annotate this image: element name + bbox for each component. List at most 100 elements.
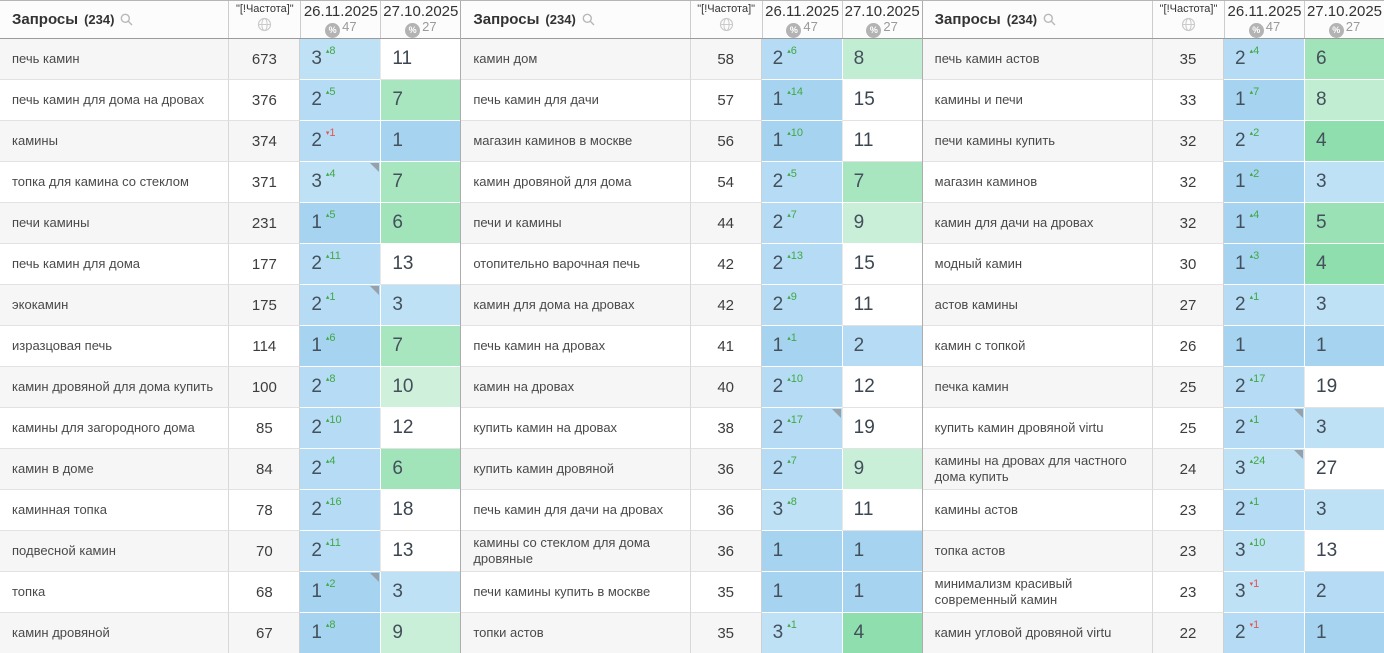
query-cell[interactable]: печь камин для дома [0,244,229,285]
position-cell-current[interactable]: 2 ▴1 [300,285,381,326]
position-cell-current[interactable]: 1 ▴14 [761,80,842,121]
query-cell[interactable]: печь камин для дачи [461,80,690,121]
position-cell-previous[interactable]: 3 [380,572,461,613]
query-cell[interactable]: минимализм красивый современный камин [922,572,1152,613]
position-cell-previous[interactable]: 2 [841,326,922,367]
query-cell[interactable]: камин в доме [0,449,229,490]
query-cell[interactable]: камины для загородного дома [0,408,229,449]
frequency-header[interactable]: "[!Частота]" [228,1,300,38]
position-cell-previous[interactable]: 1 [841,531,922,572]
position-cell-current[interactable]: 2 ▴10 [300,408,381,449]
position-cell-current[interactable]: 1 ▴1 [761,326,842,367]
query-cell[interactable]: каминная топка [0,490,229,531]
position-cell-previous[interactable]: 12 [380,408,461,449]
position-cell-previous[interactable]: 1 [841,572,922,613]
position-cell-current[interactable]: 1 ▴6 [300,326,381,367]
query-cell[interactable]: камины со стеклом для дома дровяные [461,531,690,572]
position-cell-current[interactable]: 3 ▴10 [1224,531,1304,572]
position-cell-previous[interactable]: 4 [841,613,922,653]
frequency-header[interactable]: "[!Частота]" [1152,1,1224,38]
query-cell[interactable]: печи камины купить в москве [461,572,690,613]
position-cell-previous[interactable]: 13 [1304,531,1384,572]
query-cell[interactable]: камин на дровах [461,367,690,408]
position-cell-current[interactable]: 2 ▴17 [1224,367,1304,408]
position-cell-previous[interactable]: 2 [1304,572,1384,613]
position-cell-current[interactable]: 1 [761,531,842,572]
position-cell-current[interactable]: 2 ▴8 [300,367,381,408]
position-cell-previous[interactable]: 15 [841,80,922,121]
position-cell-previous[interactable]: 13 [380,244,461,285]
position-cell-previous[interactable]: 7 [380,326,461,367]
position-cell-current[interactable]: 3 ▴24 [1224,449,1304,490]
position-cell-current[interactable]: 2 ▴13 [761,244,842,285]
position-cell-previous[interactable]: 19 [841,408,922,449]
position-cell-previous[interactable]: 27 [1304,449,1384,490]
query-cell[interactable]: камин дровяной для дома купить [0,367,229,408]
position-cell-previous[interactable]: 18 [380,490,461,531]
queries-header[interactable]: Запросы (234) [923,1,1152,38]
date-header-1[interactable]: 26.11.2025 % 47 [300,1,380,38]
position-cell-current[interactable]: 2 ▴10 [761,367,842,408]
position-cell-current[interactable]: 2 ▴1 [1224,408,1304,449]
position-cell-current[interactable]: 3 ▴8 [300,39,381,80]
query-cell[interactable]: магазин каминов в москве [461,121,690,162]
query-cell[interactable]: топка для камина со стеклом [0,162,229,203]
position-cell-current[interactable]: 1 [761,572,842,613]
search-icon[interactable] [120,13,133,26]
position-cell-previous[interactable]: 6 [380,203,461,244]
query-cell[interactable]: купить камин дровяной [461,449,690,490]
position-cell-previous[interactable]: 3 [1304,285,1384,326]
position-cell-previous[interactable]: 6 [1304,39,1384,80]
position-cell-current[interactable]: 2 ▴5 [761,162,842,203]
position-cell-previous[interactable]: 6 [380,449,461,490]
position-cell-current[interactable]: 1 ▴4 [1224,203,1304,244]
query-cell[interactable]: камины на дровах для частного дома купит… [922,449,1152,490]
position-cell-current[interactable]: 2 ▴16 [300,490,381,531]
position-cell-current[interactable]: 2 ▴2 [1224,121,1304,162]
query-cell[interactable]: печь камин на дровах [461,326,690,367]
query-cell[interactable]: камин для дома на дровах [461,285,690,326]
position-cell-previous[interactable]: 5 [1304,203,1384,244]
position-cell-previous[interactable]: 8 [1304,80,1384,121]
position-cell-current[interactable]: 2 ▴7 [761,203,842,244]
position-cell-previous[interactable]: 9 [841,449,922,490]
date-header-2[interactable]: 27.10.2025 % 27 [841,1,922,38]
query-cell[interactable]: изразцовая печь [0,326,229,367]
position-cell-previous[interactable]: 3 [1304,490,1384,531]
position-cell-current[interactable]: 2 ▴7 [761,449,842,490]
position-cell-previous[interactable]: 4 [1304,244,1384,285]
query-cell[interactable]: камин угловой дровяной virtu [922,613,1152,653]
queries-header[interactable]: Запросы (234) [461,1,689,38]
query-cell[interactable]: печь камин [0,39,229,80]
query-cell[interactable]: камины астов [922,490,1152,531]
query-cell[interactable]: печь камин астов [922,39,1152,80]
position-cell-current[interactable]: 2 ▴17 [761,408,842,449]
query-cell[interactable]: камины и печи [922,80,1152,121]
position-cell-previous[interactable]: 11 [841,121,922,162]
position-cell-current[interactable]: 2 ▴9 [761,285,842,326]
query-cell[interactable]: астов камины [922,285,1152,326]
query-cell[interactable]: печь камин для дома на дровах [0,80,229,121]
position-cell-current[interactable]: 1 ▴5 [300,203,381,244]
date-header-1[interactable]: 26.11.2025 % 47 [761,1,842,38]
query-cell[interactable]: магазин каминов [922,162,1152,203]
queries-header[interactable]: Запросы (234) [0,1,228,38]
date-header-2[interactable]: 27.10.2025 % 27 [1304,1,1384,38]
position-cell-current[interactable]: 2 ▾1 [1224,613,1304,653]
query-cell[interactable]: камин дровяной для дома [461,162,690,203]
position-cell-previous[interactable]: 15 [841,244,922,285]
position-cell-current[interactable]: 2 ▴6 [761,39,842,80]
position-cell-previous[interactable]: 3 [1304,162,1384,203]
position-cell-previous[interactable]: 11 [841,490,922,531]
search-icon[interactable] [582,13,595,26]
query-cell[interactable]: камин с топкой [922,326,1152,367]
position-cell-previous[interactable]: 7 [841,162,922,203]
query-cell[interactable]: печи камины купить [922,121,1152,162]
query-cell[interactable]: отопительно варочная печь [461,244,690,285]
position-cell-previous[interactable]: 7 [380,80,461,121]
query-cell[interactable]: топка [0,572,229,613]
position-cell-current[interactable]: 2 ▴5 [300,80,381,121]
position-cell-previous[interactable]: 7 [380,162,461,203]
position-cell-current[interactable]: 2 ▾1 [300,121,381,162]
query-cell[interactable]: камин для дачи на дровах [922,203,1152,244]
